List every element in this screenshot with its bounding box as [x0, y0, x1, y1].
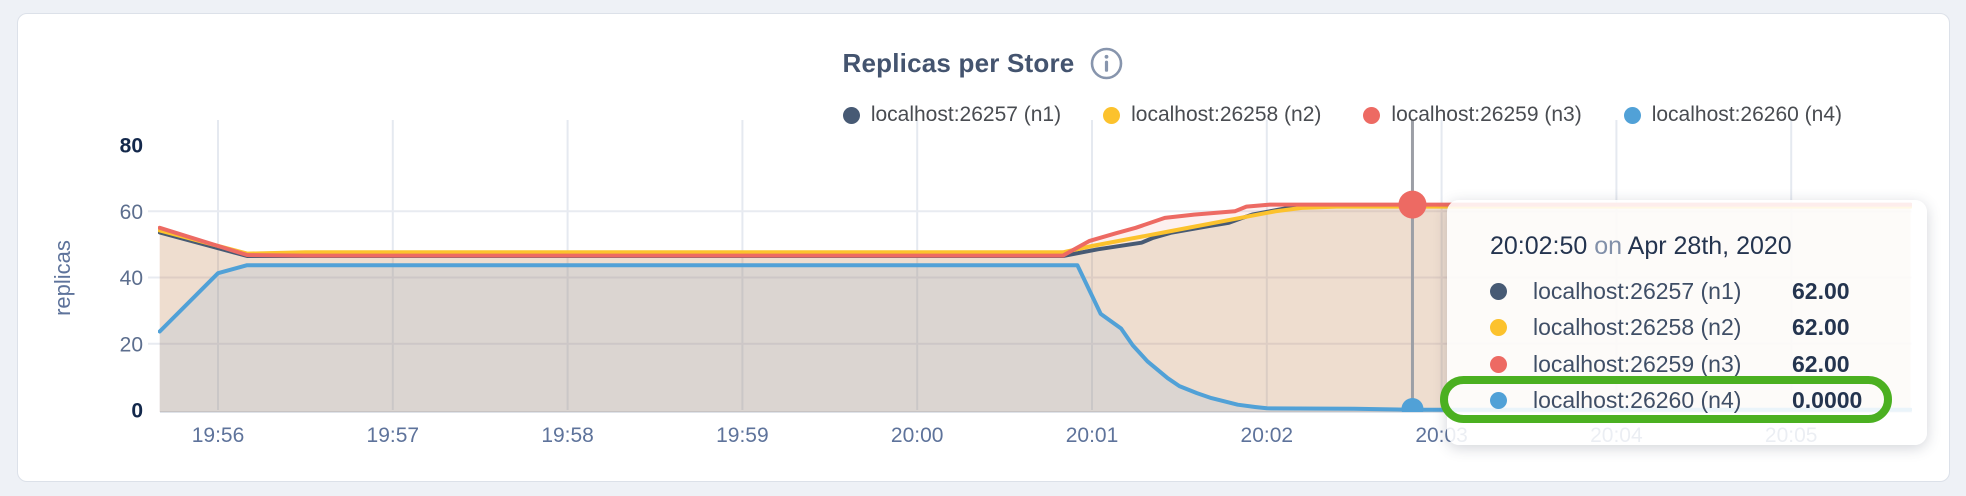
legend-label: localhost:26257 (n1): [870, 103, 1062, 126]
tooltip-series-label: localhost:26259 (n3): [1533, 350, 1742, 377]
tooltip-row-n3: localhost:26259 (n3) 62.00: [1490, 346, 1927, 383]
y-axis-label: 0: [131, 400, 143, 423]
x-axis-label: 20:02: [1241, 424, 1294, 447]
chart-legend: localhost:26257 (n1) localhost:26258 (n2)…: [842, 103, 1842, 127]
x-axis-label: 20:00: [891, 424, 944, 447]
tooltip-series-label: localhost:26257 (n1): [1533, 277, 1742, 304]
tooltip-row-n1: localhost:26257 (n1) 62.00: [1490, 273, 1927, 310]
x-axis-label: 20:01: [1066, 424, 1119, 447]
chart-header: Replicas per Store: [0, 47, 1966, 80]
legend-item-n3[interactable]: localhost:26259 (n3): [1363, 103, 1582, 127]
legend-dot-n3: [1363, 106, 1381, 124]
legend-label: localhost:26260 (n4): [1651, 103, 1842, 126]
tooltip-series-value: 62.00: [1792, 277, 1850, 304]
hover-marker-n4: [1401, 398, 1424, 412]
x-axis-label: 19:59: [716, 424, 769, 447]
legend-label: localhost:26259 (n3): [1391, 103, 1582, 126]
tooltip-series-value: 62.00: [1792, 350, 1850, 377]
line-n3: [158, 202, 1912, 258]
legend-dot-n4: [1623, 106, 1641, 124]
hover-tooltip: 20:02:50 on Apr 28th, 2020 localhost:262…: [1447, 200, 1927, 445]
tooltip-series-label: localhost:26260 (n4): [1533, 387, 1742, 414]
hover-marker-n3: [1398, 190, 1427, 219]
x-axis-label: 19:57: [367, 424, 420, 447]
y-axis-title: replicas: [50, 240, 75, 316]
legend-item-n4[interactable]: localhost:26260 (n4): [1623, 103, 1842, 127]
page-title: Replicas per Store: [842, 48, 1075, 78]
tooltip-series-value: 0.0000: [1792, 387, 1863, 414]
legend-item-n2[interactable]: localhost:26258 (n2): [1103, 103, 1321, 127]
x-axis-label: 19:58: [541, 424, 594, 447]
tooltip-dot-n1: [1490, 282, 1507, 300]
tooltip-row-n2: localhost:26258 (n2) 62.00: [1490, 310, 1927, 347]
tooltip-series-label: localhost:26258 (n2): [1533, 314, 1742, 341]
tooltip-row-n4-highlighted: localhost:26260 (n4) 0.0000: [1490, 383, 1927, 420]
tooltip-timestamp: 20:02:50 on Apr 28th, 2020: [1490, 232, 1792, 260]
y-axis-label: 20: [120, 333, 143, 356]
line-n2: [158, 204, 1912, 256]
legend-dot-n2: [1103, 106, 1121, 124]
y-axis-label: 60: [120, 201, 143, 224]
legend-label: localhost:26258 (n2): [1131, 103, 1322, 126]
legend-item-n1[interactable]: localhost:26257 (n1): [842, 103, 1062, 127]
tooltip-dot-n3: [1490, 355, 1507, 373]
area-n4: [159, 265, 1911, 412]
x-axis-label: 19:56: [192, 424, 245, 447]
y-axis-label: 80: [120, 135, 143, 158]
tooltip-dot-n4: [1490, 392, 1507, 410]
info-icon[interactable]: [1090, 47, 1123, 80]
tooltip-dot-n2: [1490, 319, 1507, 337]
tooltip-series-value: 62.00: [1792, 314, 1850, 341]
line-n4: [158, 263, 1912, 412]
legend-dot-n1: [842, 106, 860, 124]
y-axis-label: 40: [120, 267, 143, 290]
